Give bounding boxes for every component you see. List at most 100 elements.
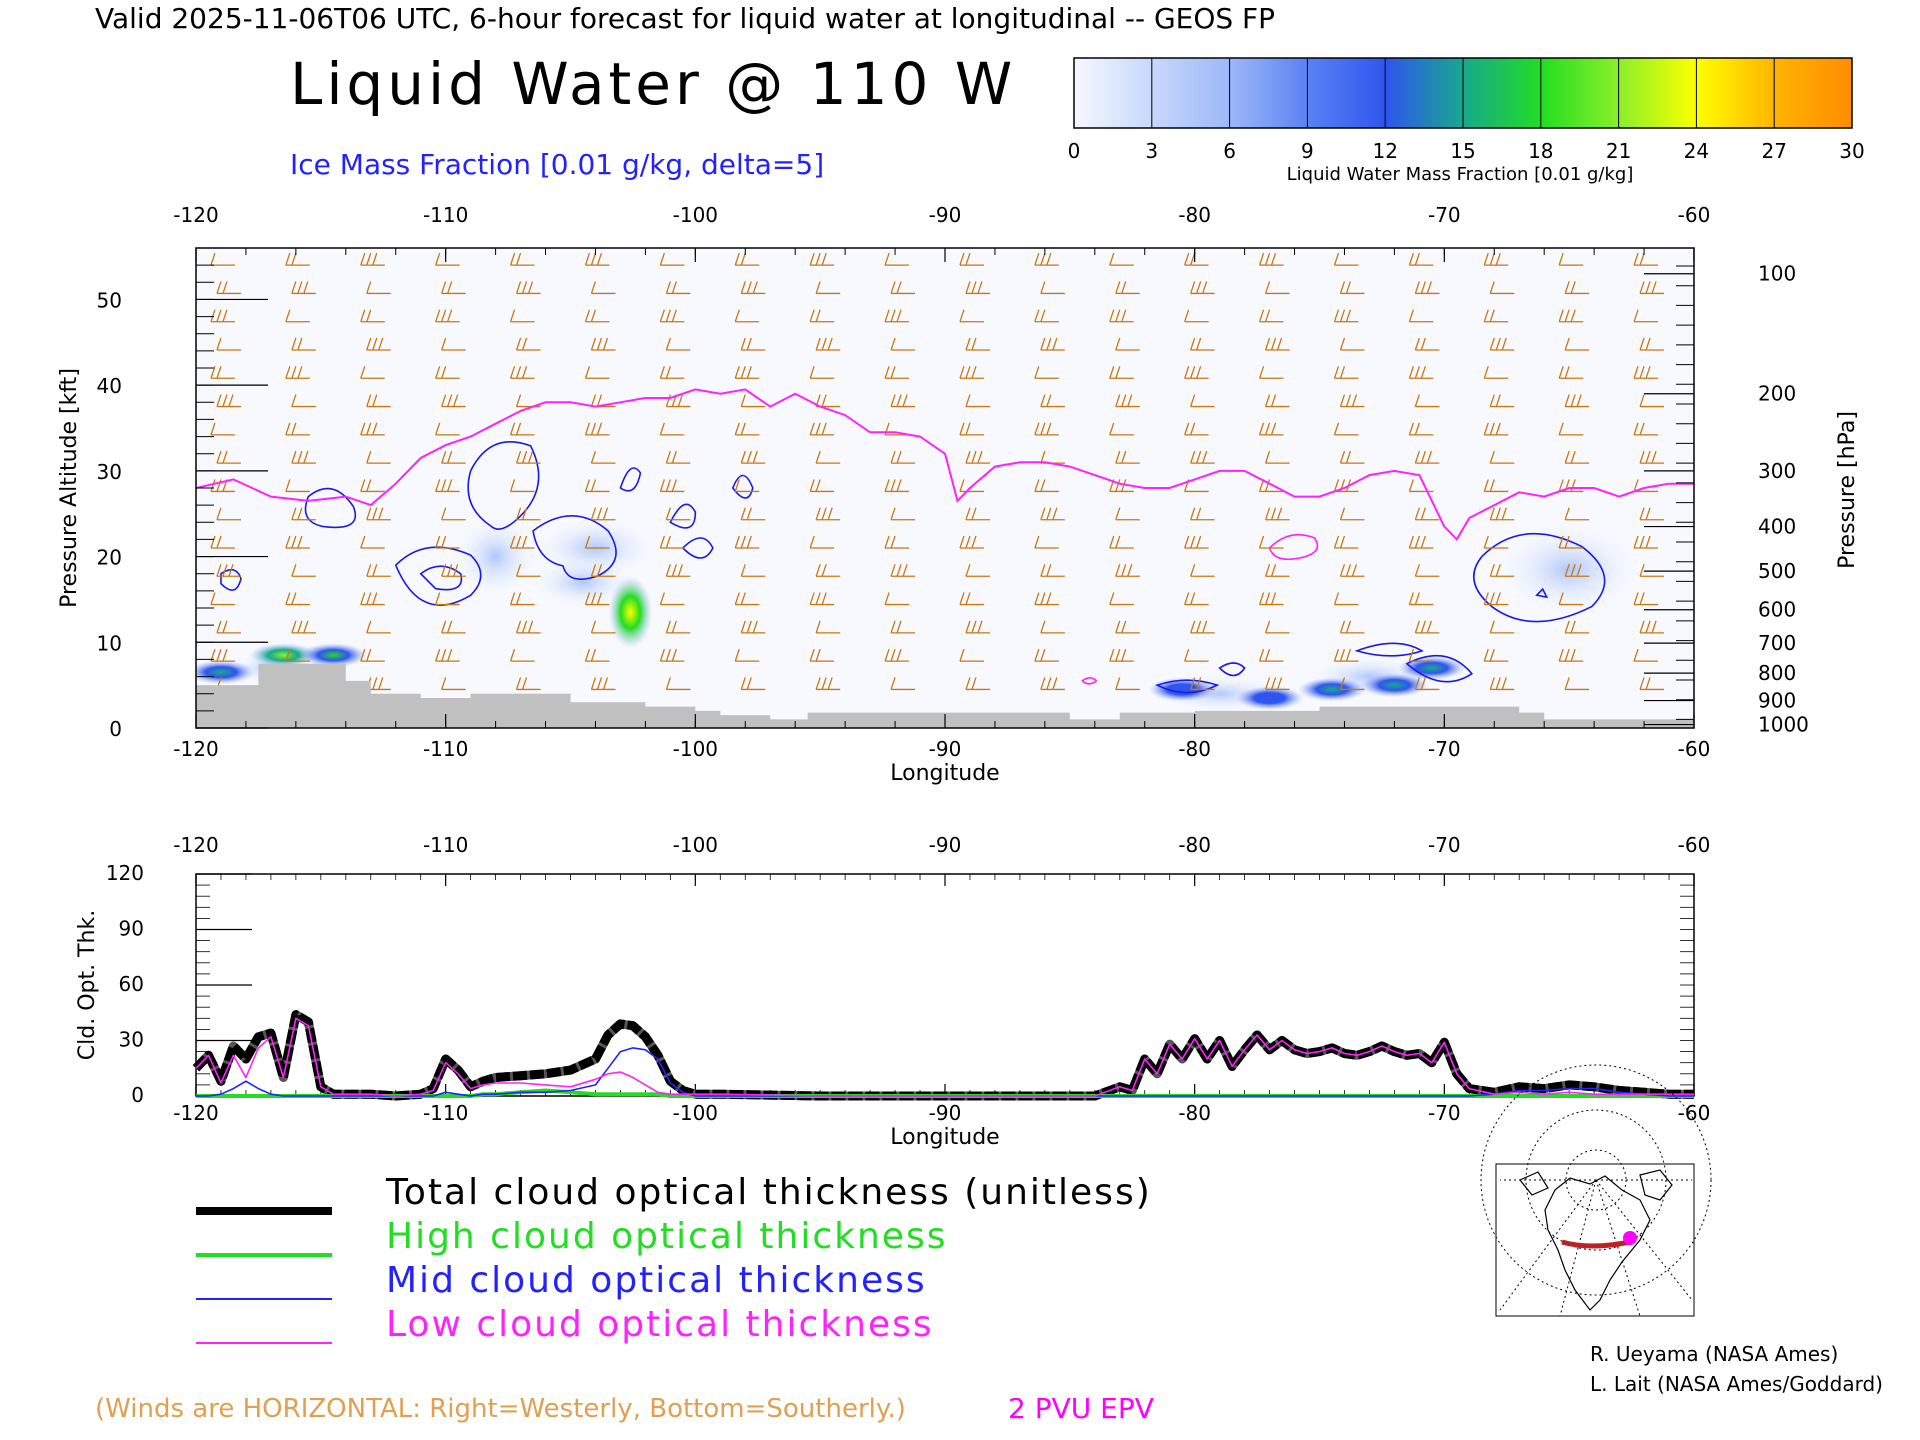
wind-barb (1258, 309, 1284, 323)
wind-barb (1483, 592, 1509, 606)
wind-barb (965, 394, 990, 408)
ice-fraction-contour (394, 546, 482, 606)
wind-barb (515, 394, 541, 408)
x-tick-label: -60 (1678, 737, 1711, 761)
wind-barb (1333, 535, 1359, 549)
wind-barb (1264, 394, 1290, 408)
wind-barb (1115, 507, 1140, 521)
wind-barb (665, 337, 691, 351)
wind-barb (965, 507, 990, 521)
wind-barb (584, 479, 610, 493)
y-tick-label: 30 (119, 1028, 144, 1052)
inset-map (1480, 1064, 1712, 1317)
wind-barb (890, 507, 916, 521)
cross-section-background (196, 248, 1694, 728)
y-tick-label: 90 (119, 917, 144, 941)
wind-barb (515, 564, 541, 577)
wind-barb (216, 564, 241, 577)
wind-barb (1115, 281, 1140, 295)
wind-barb (1109, 592, 1134, 606)
wind-barb (1034, 535, 1059, 549)
wind-barb (809, 309, 835, 323)
legend-high-label: High cloud optical thickness (386, 1216, 948, 1257)
wind-barb (965, 337, 990, 351)
x-tick-label-top: -70 (1428, 203, 1461, 227)
wind-barb (1558, 648, 1584, 662)
colorbar-tick-label: 21 (1606, 139, 1631, 163)
wind-barb (1040, 507, 1065, 521)
colorbar-tick-label: 27 (1761, 139, 1786, 163)
optical-thickness-frame (195, 873, 1695, 1097)
wind-barb (1040, 620, 1065, 634)
y-tick-label: 40 (97, 374, 122, 398)
wind-barb (965, 281, 990, 295)
wind-barb (210, 535, 235, 549)
x-tick-label: -100 (673, 1101, 718, 1125)
wind-barb (435, 252, 460, 266)
wind-barb (435, 592, 460, 606)
wind-barb (809, 535, 835, 549)
wind-barb (590, 677, 616, 691)
wind-barb (1633, 592, 1659, 606)
wind-barb (590, 620, 616, 634)
wind-barb (509, 366, 535, 379)
wind-barb (1258, 648, 1284, 662)
wind-barb (1489, 450, 1515, 464)
wind-barb (1639, 677, 1665, 691)
wind-barb (1483, 479, 1509, 493)
wind-barb (1264, 281, 1290, 295)
wind-barb (1414, 564, 1440, 577)
wind-barb (1034, 422, 1059, 436)
wind-barb (285, 479, 310, 493)
wind-barb (809, 648, 835, 662)
wind-barb (884, 366, 910, 379)
wind-barb (1408, 366, 1434, 379)
wind-barb (360, 252, 385, 266)
wind-barb (665, 450, 691, 464)
wind-barb (1339, 507, 1365, 521)
wind-barb (590, 281, 616, 295)
wind-barb (366, 507, 391, 521)
x-tick-label: -110 (423, 1101, 468, 1125)
wind-barb (210, 592, 235, 606)
colorbar-segment (1307, 58, 1386, 128)
wind-barb (1040, 281, 1065, 295)
wind-barb (515, 450, 541, 464)
wind-barb (515, 507, 541, 521)
wind-barb (1489, 620, 1515, 634)
wind-barb (291, 564, 316, 577)
wind-barb (216, 281, 241, 295)
wind-barb (216, 620, 241, 634)
colorbar-segment (1229, 58, 1308, 128)
optical-thickness-plot: -120 -120 -110 -110 -100 -100 -90 -90 -80 -80 -70 -… (75, 833, 1710, 1150)
wind-barb (435, 648, 460, 662)
colorbar-tick-label: 3 (1145, 139, 1158, 163)
wind-barb (435, 479, 460, 493)
wind-barb (1489, 337, 1515, 351)
wind-barb (1414, 620, 1440, 634)
wind-barb (659, 252, 685, 266)
wind-barb (1184, 252, 1209, 266)
wind-barb (1264, 507, 1290, 521)
wind-barb (1633, 366, 1659, 379)
wind-barb (740, 507, 766, 521)
wind-barb (1339, 337, 1365, 351)
wind-barb (1489, 281, 1515, 295)
wind-barb (884, 479, 910, 493)
wind-barb (1264, 450, 1290, 464)
wind-barb (441, 507, 466, 521)
wind-barb (665, 281, 691, 295)
liquid-water-patch (196, 660, 255, 685)
wind-barb (1408, 422, 1434, 436)
wind-barb (441, 564, 466, 577)
wind-barb (366, 564, 391, 577)
colorbar-segment (1618, 58, 1697, 128)
wind-barb (1414, 394, 1440, 408)
wind-barb (1633, 309, 1659, 323)
wind-barb (1190, 337, 1215, 351)
wind-barb (1339, 281, 1365, 295)
wind-barb (1564, 450, 1590, 464)
wind-barb (1483, 252, 1509, 266)
ice-fraction-contour (1473, 532, 1606, 623)
y-tick-label: 30 (97, 460, 122, 484)
